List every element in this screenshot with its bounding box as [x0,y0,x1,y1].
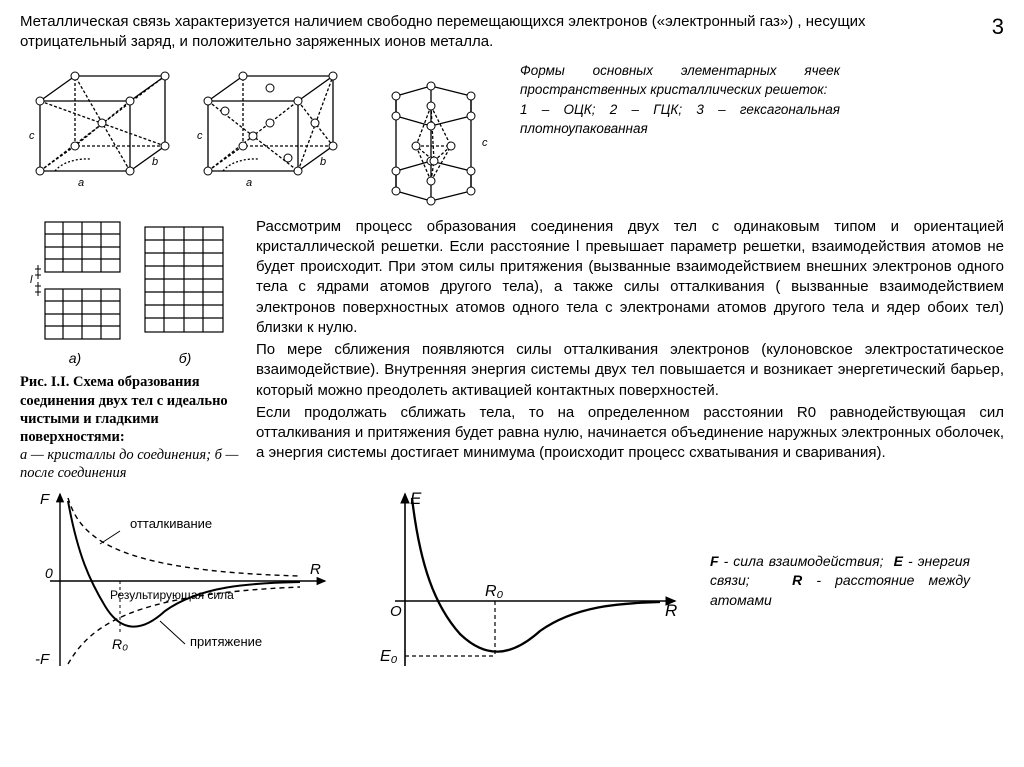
svg-text:притяжение: притяжение [190,634,262,649]
svg-text:E₀: E₀ [380,648,398,665]
svg-text:R: R [310,561,321,578]
svg-text:c: c [482,137,488,149]
body-text: Рассмотрим процесс образования соединени… [256,217,1004,483]
fig-caption-a: а — кристаллы до соединения; [20,447,211,463]
svg-text:c: c [29,130,35,142]
svg-text:R: R [665,601,677,620]
svg-text:R₀: R₀ [112,636,128,652]
figure-1-1: l а) б) Рис. I.I. Схема образования соед… [20,217,240,483]
paragraph-3: Если продолжать сближать тела, то на опр… [256,403,1004,464]
svg-text:O: O [390,603,402,620]
fig-caption: Рис. I.I. Схема образования соединения д… [20,373,240,482]
hcp-lattice: c [356,61,506,211]
svg-text:l: l [30,274,33,286]
svg-text:b: b [152,156,158,168]
fig-caption-title: Рис. I.I. Схема образования соединения д… [20,374,228,444]
crystal-lattices: a b c [20,61,506,211]
svg-text:Результирующая сила: Результирующая сила [110,588,234,602]
lattice-caption: Формы основных элементарных ячеек простр… [520,61,840,211]
energy-graph: E E₀ O R R₀ [360,486,690,676]
svg-text:-F: -F [35,651,50,668]
fcc-lattice: a b c [188,61,348,201]
paragraph-1: Рассмотрим процесс образования соединени… [256,217,1004,339]
svg-text:b: b [320,156,326,168]
svg-text:E: E [410,489,422,508]
grid-label-a: а) [69,349,81,368]
paragraph-2: По мере сближения появляются силы отталк… [256,340,1004,401]
svg-text:R₀: R₀ [485,583,504,600]
svg-text:0: 0 [45,565,53,581]
svg-text:c: c [197,130,203,142]
lattice-caption-line2: 1 – ОЦК; 2 – ГЦК; 3 – гексагональная пло… [520,100,840,139]
bcc-lattice: a b c [20,61,180,201]
graph-legend: F - сила взаимодействия; E - энергия свя… [710,552,970,611]
force-graph: F -F 0 R R₀ отталкивание Результирующая … [20,486,340,676]
lattice-caption-line1: Формы основных элементарных ячеек простр… [520,61,840,100]
grid-label-b: б) [179,349,192,368]
svg-text:F: F [40,491,50,508]
svg-text:a: a [78,177,84,189]
svg-text:отталкивание: отталкивание [130,516,212,531]
grid-after [135,217,230,347]
main-heading: Металлическая связь характеризуется нали… [20,12,940,53]
page-number: 3 [992,12,1004,42]
grid-before: l [30,217,125,347]
svg-text:a: a [246,177,252,189]
